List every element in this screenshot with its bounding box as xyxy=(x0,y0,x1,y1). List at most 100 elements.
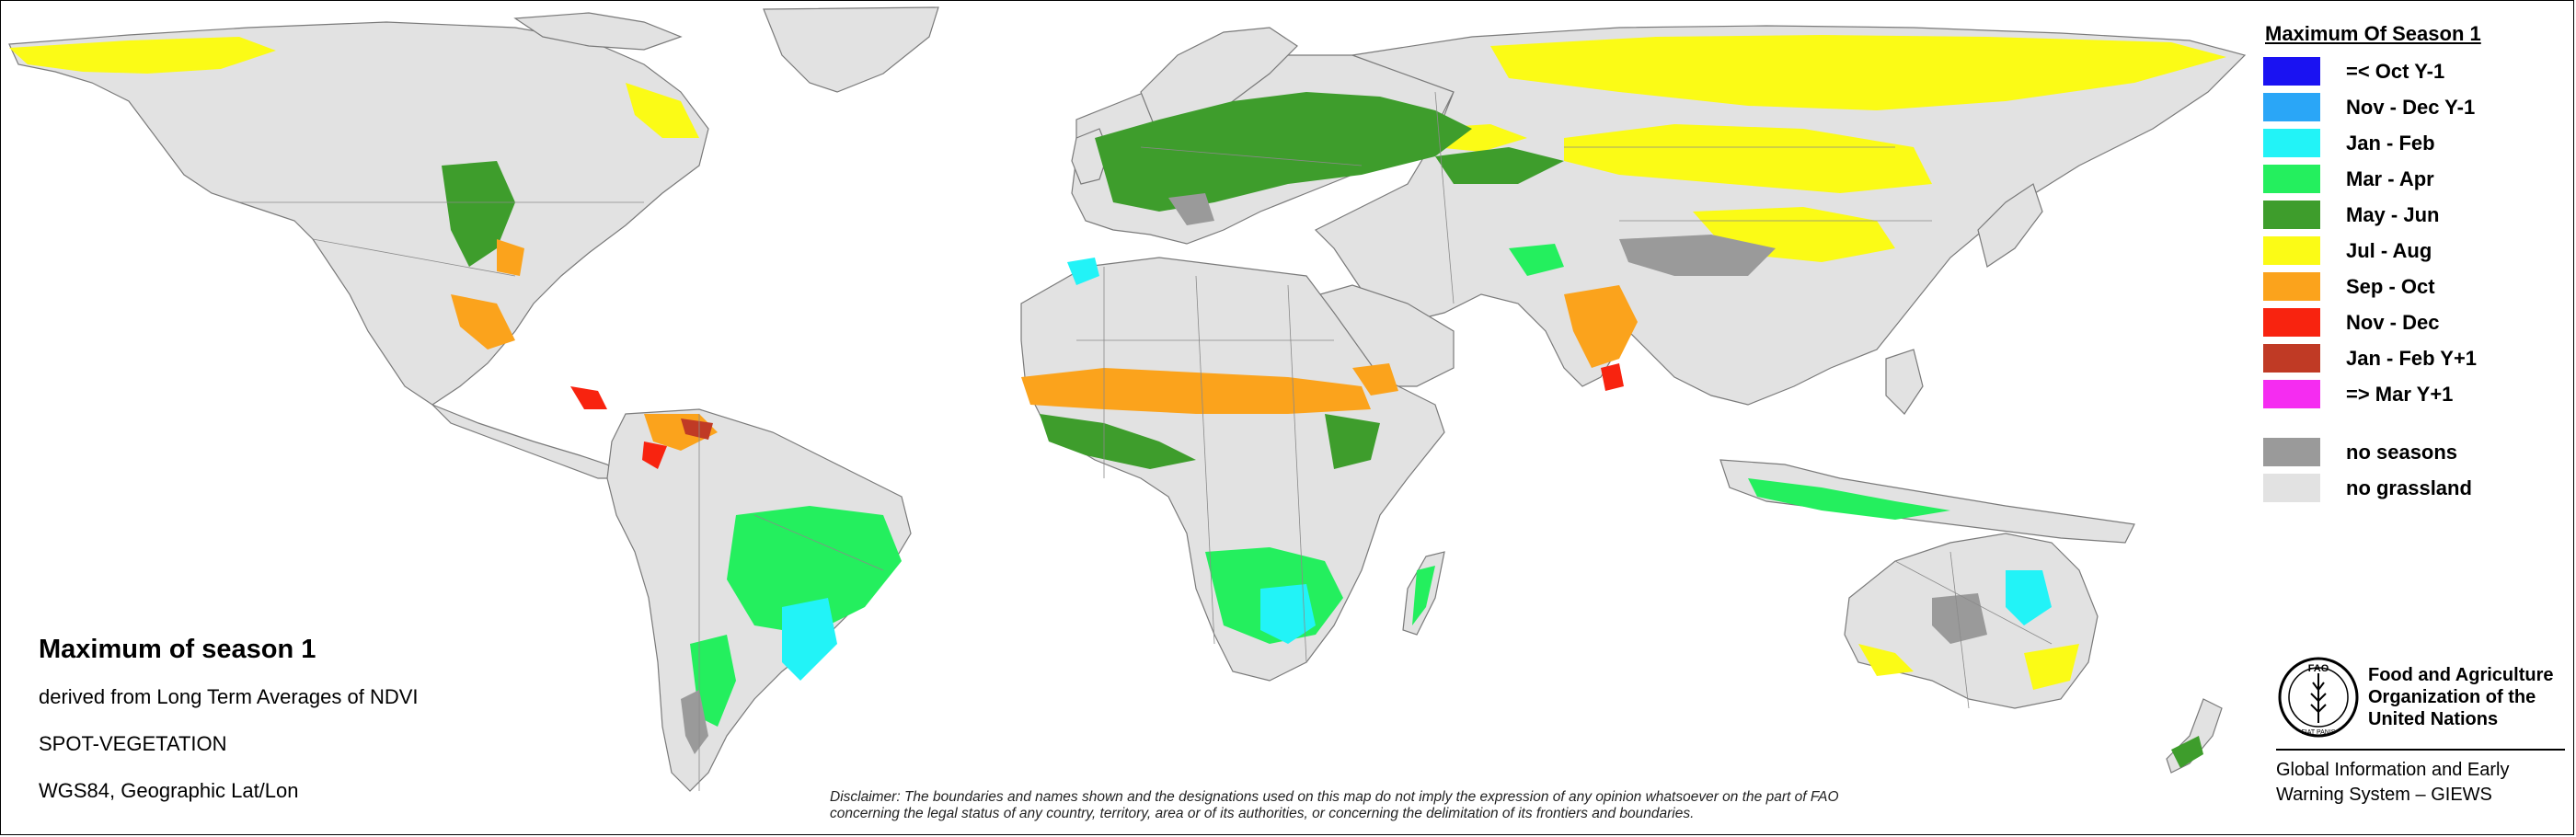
region-sep-oct-sahel xyxy=(1021,368,1371,414)
region-sep-oct-india xyxy=(1564,285,1638,368)
fao-header: FAO FIAT PANIS Food and Agriculture Orga… xyxy=(2276,655,2570,740)
legend-swatch xyxy=(2263,272,2320,301)
legend-item-label: Jan - Feb Y+1 xyxy=(2346,346,2478,370)
region-nov-dec-india xyxy=(1601,363,1624,391)
legend-item: Jan - Feb Y+1 xyxy=(2263,340,2567,376)
legend-season-list: =< Oct Y-1 Nov - Dec Y-1 Jan - Feb Mar -… xyxy=(2263,53,2567,506)
legend-swatch xyxy=(2263,165,2320,193)
fao-name-line: United Nations xyxy=(2368,709,2499,729)
region-may-jun-europe xyxy=(1095,92,1472,212)
legend-swatch xyxy=(2263,57,2320,86)
region-jul-aug-siberia xyxy=(1490,35,2226,110)
legend-item-no-grassland: no grassland xyxy=(2263,470,2567,506)
legend-item: =< Oct Y-1 xyxy=(2263,53,2567,89)
map-legend: Maximum Of Season 1 =< Oct Y-1 Nov - Dec… xyxy=(2263,22,2567,506)
legend-swatch xyxy=(2263,129,2320,157)
land-japan xyxy=(1977,183,2043,268)
legend-item-label: =< Oct Y-1 xyxy=(2346,59,2445,83)
region-jul-aug-australia-east xyxy=(2024,644,2079,690)
land-greenland xyxy=(763,6,939,93)
region-nov-dec-colombia xyxy=(642,441,667,469)
legend-item-label: no grassland xyxy=(2346,476,2472,499)
map-subtitle: derived from Long Term Averages of NDVI xyxy=(39,685,419,708)
legend-item: Mar - Apr xyxy=(2263,161,2567,197)
region-jul-aug-central-asia xyxy=(1564,124,1932,193)
legend-swatch xyxy=(2263,236,2320,265)
fao-name: Food and Agriculture Organization of the… xyxy=(2368,664,2553,730)
map-projection: WGS84, Geographic Lat/Lon xyxy=(39,779,299,802)
region-mar-apr-brazil xyxy=(727,506,902,635)
land-arctic-islands xyxy=(513,12,683,51)
legend-item-label: no seasons xyxy=(2346,440,2458,464)
giews-line: Warning System – GIEWS xyxy=(2276,785,2492,805)
legend-item: May - Jun xyxy=(2263,197,2567,233)
fao-name-line: Food and Agriculture xyxy=(2368,665,2554,685)
legend-swatch xyxy=(2263,344,2320,373)
legend-swatch xyxy=(2263,201,2320,229)
region-jan-feb-next-venezuela xyxy=(681,418,713,440)
region-jan-feb-southern-africa xyxy=(1260,584,1316,644)
region-mar-apr-madagascar xyxy=(1412,566,1435,625)
region-may-jun-kazakh xyxy=(1435,147,1564,184)
legend-item-label: => Mar Y+1 xyxy=(2346,382,2454,406)
map-info-block: Maximum of season 1 derived from Long Te… xyxy=(39,635,683,826)
region-jan-feb-brazil xyxy=(782,598,837,681)
region-jul-aug-australia-south xyxy=(1858,644,1914,676)
region-mar-apr-nz xyxy=(2171,736,2203,768)
region-may-jun-east-africa xyxy=(1325,414,1380,469)
fao-name-line: Organization of the xyxy=(2368,687,2536,707)
fao-logo-text: FAO xyxy=(2308,663,2329,674)
map-source: SPOT-VEGETATION xyxy=(39,732,227,755)
region-no-seasons-balkans xyxy=(1168,193,1214,225)
region-mar-apr-indonesia xyxy=(1748,478,1950,520)
region-may-jun-west-africa xyxy=(1040,414,1196,469)
legend-item-label: Sep - Oct xyxy=(2346,274,2435,298)
fao-branding: FAO FIAT PANIS Food and Agriculture Orga… xyxy=(2276,655,2570,808)
legend-title: Maximum Of Season 1 xyxy=(2265,22,2481,45)
region-jul-aug-canada xyxy=(9,37,276,74)
legend-item: Nov - Dec Y-1 xyxy=(2263,89,2567,125)
region-nov-dec-central-america xyxy=(570,386,607,409)
legend-swatch xyxy=(2263,93,2320,121)
legend-item-label: Jan - Feb xyxy=(2346,131,2435,155)
country-borders xyxy=(239,91,2053,791)
fao-logo-motto: FIAT PANIS xyxy=(2302,729,2336,736)
land-africa xyxy=(1020,257,1445,682)
legend-swatch xyxy=(2263,438,2320,466)
land-philippines xyxy=(1885,349,1924,415)
legend-swatch xyxy=(2263,474,2320,502)
region-jul-aug-east-canada xyxy=(626,83,699,138)
region-sep-oct-mexico xyxy=(451,294,515,350)
region-mar-apr-india xyxy=(1509,244,1564,276)
legend-item-label: May - Jun xyxy=(2346,202,2440,226)
region-jan-feb-morocco xyxy=(1067,258,1099,285)
region-jan-feb-australia xyxy=(2006,570,2052,625)
disclaimer: Disclaimer: The boundaries and names sho… xyxy=(830,789,2044,822)
disclaimer-line: Disclaimer: The boundaries and names sho… xyxy=(830,789,1839,805)
legend-item: Sep - Oct xyxy=(2263,269,2567,304)
fao-divider xyxy=(2276,749,2565,751)
legend-item: => Mar Y+1 xyxy=(2263,376,2567,412)
legend-swatch xyxy=(2263,308,2320,337)
land-central-america xyxy=(431,404,627,479)
legend-item-label: Nov - Dec xyxy=(2346,310,2440,334)
giews-line: Global Information and Early xyxy=(2276,760,2510,780)
region-sep-oct-usa xyxy=(497,239,524,276)
map-title: Maximum of season 1 xyxy=(39,635,316,664)
legend-swatch xyxy=(2263,380,2320,408)
region-no-seasons-australia xyxy=(1932,593,1987,644)
land-north-america xyxy=(8,21,709,406)
region-sep-oct-ethiopia xyxy=(1352,363,1398,396)
legend-item: Nov - Dec xyxy=(2263,304,2567,340)
giews-label: Global Information and Early Warning Sys… xyxy=(2276,758,2570,808)
region-no-seasons-tibet xyxy=(1619,235,1776,276)
disclaimer-line: concerning the legal status of any count… xyxy=(830,806,1695,821)
legend-item: Jul - Aug xyxy=(2263,233,2567,269)
legend-item-label: Jul - Aug xyxy=(2346,238,2432,262)
land-new-zealand xyxy=(2166,698,2223,774)
legend-item-label: Nov - Dec Y-1 xyxy=(2346,95,2476,119)
legend-item-label: Mar - Apr xyxy=(2346,166,2434,190)
region-no-seasons-andes xyxy=(681,690,708,754)
legend-spacer xyxy=(2263,412,2567,434)
